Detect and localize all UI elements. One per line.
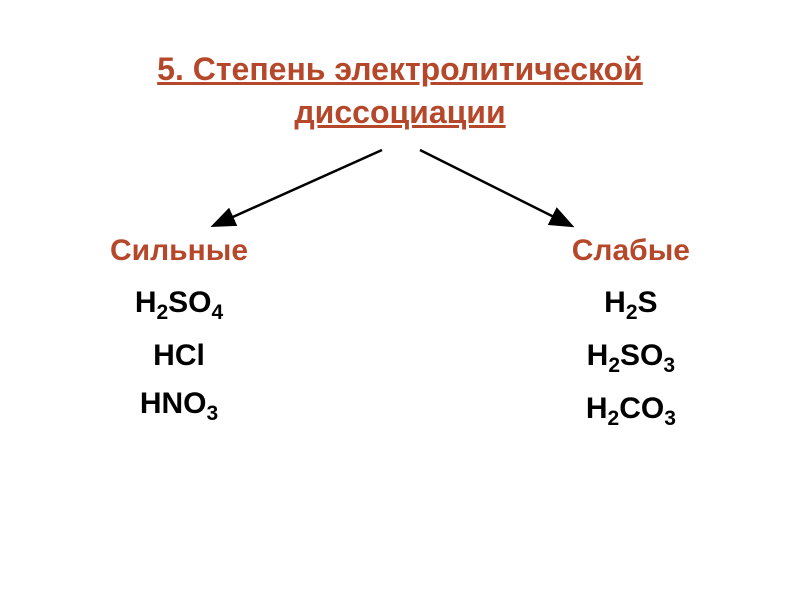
branch-arrows <box>0 145 800 245</box>
chemical-formula: H2CO3 <box>586 392 676 431</box>
chemical-formula: H2S <box>604 286 657 325</box>
chemical-formula: HCl <box>153 339 205 373</box>
chemical-formula: HNO3 <box>140 387 218 426</box>
arrow-left <box>215 150 382 225</box>
columns-container: Сильные H2SO4HClHNO3 Слабые H2SH2SO3H2CO… <box>0 234 800 445</box>
chemical-formula: H2SO3 <box>587 339 675 378</box>
formula-list-strong: H2SO4 HCl HNO3 <box>135 286 223 440</box>
title-line-2: диссоциации <box>0 91 800 134</box>
title-line-1: 5. Степень электролитической <box>0 48 800 91</box>
chemical-formula: H2SO4 <box>135 286 223 325</box>
formula-list-weak: H2S H2SO3 H2CO3 <box>586 286 676 445</box>
column-weak: Слабые H2SH2SO3H2CO3 <box>572 234 690 445</box>
column-strong: Сильные H2SO4HClHNO3 <box>110 234 248 445</box>
diagram-title: 5. Степень электролитической диссоциации <box>0 0 800 134</box>
arrow-right <box>420 150 570 225</box>
